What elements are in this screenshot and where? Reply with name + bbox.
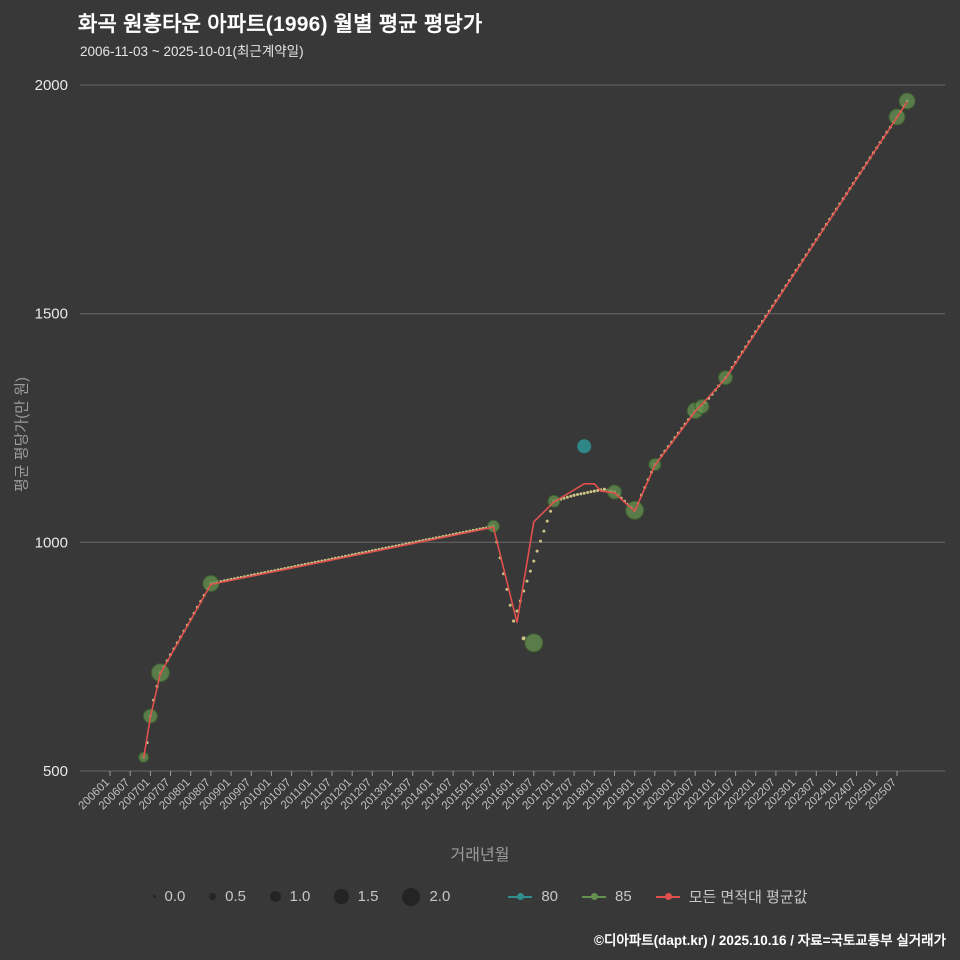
monthly-dot [528, 569, 532, 573]
monthly-dot [602, 487, 606, 491]
size-legend-item: 1.5 [334, 888, 378, 905]
series-legend-marker [655, 891, 680, 902]
size-legend-dot [402, 887, 421, 906]
monthly-dot [545, 519, 549, 523]
series-legend-label: 모든 면적대 평균값 [688, 889, 808, 906]
monthly-dot [549, 509, 553, 513]
series-legend-marker [508, 891, 533, 902]
series-legend-item[interactable]: 80 [508, 888, 558, 905]
monthly-dot [512, 619, 516, 623]
page-title: 화곡 원흥타운 아파트(1996) 월별 평균 평당가 [78, 13, 483, 36]
monthly-dot [505, 587, 509, 591]
series-legend-label: 80 [541, 888, 559, 905]
monthly-dot [572, 493, 576, 497]
chart-subtitle: 2006-11-03 ~ 2025-10-01(최근계약일) [80, 44, 304, 59]
monthly-dot [592, 489, 596, 493]
monthly-dot [542, 529, 546, 533]
y-tick-label: 500 [43, 763, 68, 780]
monthly-dot [579, 492, 583, 496]
monthly-dot [569, 494, 573, 498]
monthly-dot [582, 491, 586, 495]
monthly-dot [539, 539, 542, 543]
size-legend-item: 2.0 [402, 887, 451, 906]
monthly-dot [521, 636, 526, 641]
size-legend-dot [270, 891, 281, 902]
size-legend-item: 0.0 [152, 888, 186, 905]
series-legend-marker [582, 891, 607, 902]
chart-canvas: 2000150010005002006012006072007012007072… [35, 77, 945, 812]
monthly-dot [562, 496, 566, 500]
size-legend-label: 0.0 [164, 888, 186, 905]
size-legend-dot [334, 889, 349, 904]
bubble-85 [898, 92, 916, 110]
monthly-dot [525, 579, 529, 583]
footer-credit: ©디아파트(dapt.kr) / 2025.10.16 / 자료=국토교통부 실… [594, 933, 946, 948]
legend-row: 0.0 0.5 1.0 1.5 2.0 80 85 모든 면적대 평균값 [0, 886, 960, 907]
monthly-dot [596, 489, 600, 492]
size-legend-dot [152, 895, 156, 898]
series-legend-label: 85 [615, 888, 632, 905]
monthly-dot [576, 493, 579, 496]
avg-line [142, 101, 908, 759]
y-tick-label: 1500 [35, 306, 68, 323]
monthly-dot [515, 609, 519, 613]
y-tick-label: 2000 [35, 77, 68, 94]
y-tick-label: 1000 [35, 534, 68, 551]
bubble-85 [524, 633, 544, 653]
y-axis-label: 평균 평당가(만 원) [13, 377, 31, 492]
monthly-dot [565, 495, 569, 499]
monthly-dot [586, 491, 590, 494]
bubble-85 [486, 519, 500, 533]
size-legend-label: 2.0 [429, 888, 451, 905]
size-legend-dot [209, 893, 217, 900]
size-legend-label: 1.5 [357, 888, 379, 905]
monthly-dot [535, 549, 539, 553]
bubble-85 [694, 399, 710, 414]
size-legend-item: 0.5 [209, 888, 246, 905]
series-legend-item[interactable]: 85 [582, 888, 632, 905]
x-axis-label: 거래년월 [450, 847, 510, 864]
size-legend-label: 1.0 [289, 888, 311, 905]
monthly-dot [589, 490, 593, 494]
size-legend-label: 0.5 [225, 888, 246, 905]
series-legend-item[interactable]: 모든 면적대 평균값 [655, 886, 808, 907]
monthly-dot [532, 559, 536, 563]
monthly-dot [508, 603, 512, 607]
point-80 [577, 439, 592, 454]
size-legend-item: 1.0 [270, 888, 310, 905]
